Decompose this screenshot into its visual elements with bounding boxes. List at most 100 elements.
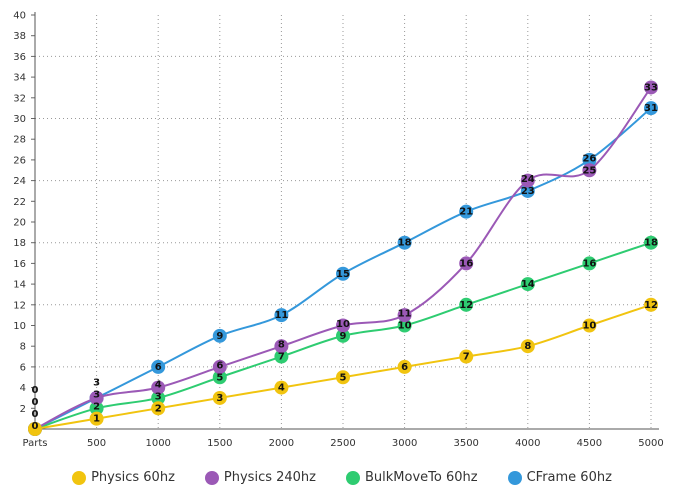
data-point bbox=[89, 401, 104, 416]
data-point bbox=[520, 173, 535, 188]
data-point bbox=[520, 277, 535, 292]
legend-swatch bbox=[507, 470, 522, 485]
series-line-physics-240hz bbox=[34, 86, 652, 430]
legend: Physics 60hz Physics 240hz BulkMoveTo 60… bbox=[0, 470, 684, 485]
line-chart: Parts 500 1000 1500 2000 2500 3000 3500 4000 4500… bbox=[13, 11, 663, 450]
legend-label: BulkMoveTo 60hz bbox=[365, 470, 478, 485]
legend-swatch bbox=[346, 470, 360, 485]
data-point bbox=[397, 318, 412, 333]
data-label: 5 bbox=[340, 372, 347, 383]
data-label: 11 bbox=[398, 309, 412, 320]
y-tick-label: 8 bbox=[20, 342, 26, 353]
y-tick-label: 2 bbox=[20, 404, 26, 415]
y-tick-label: 24 bbox=[13, 176, 26, 187]
data-label: 9 bbox=[216, 331, 223, 342]
data-point bbox=[274, 339, 289, 354]
x-tick-label: 500 bbox=[87, 438, 106, 449]
data-label: 11 bbox=[274, 310, 288, 321]
data-point bbox=[644, 101, 658, 116]
data-point bbox=[582, 163, 597, 178]
data-label: 15 bbox=[336, 269, 350, 280]
data-label: 7 bbox=[278, 352, 285, 363]
data-label: 0 bbox=[32, 409, 39, 420]
data-label: 16 bbox=[459, 258, 473, 269]
data-point bbox=[89, 411, 104, 426]
y-tick-label: 10 bbox=[13, 321, 26, 332]
data-point bbox=[644, 235, 658, 250]
data-point bbox=[89, 390, 104, 405]
data-label: 23 bbox=[521, 186, 535, 197]
data-label: 3 bbox=[155, 391, 162, 402]
data-point bbox=[274, 349, 289, 364]
data-label: 0 bbox=[32, 397, 39, 408]
data-label: 4 bbox=[155, 379, 162, 390]
data-point bbox=[520, 339, 535, 354]
y-tick-label: 34 bbox=[13, 73, 26, 84]
data-point bbox=[212, 328, 227, 343]
x-tick-label: 1000 bbox=[145, 438, 170, 449]
x-tick-label: 4500 bbox=[577, 438, 602, 449]
y-tick-label: 32 bbox=[13, 93, 26, 104]
data-label: 0 bbox=[32, 385, 39, 396]
x-tick-label: 1500 bbox=[207, 438, 232, 449]
data-point bbox=[459, 297, 474, 312]
y-tick-label: 28 bbox=[13, 135, 26, 146]
data-point bbox=[151, 401, 166, 416]
data-label: 7 bbox=[463, 352, 470, 363]
y-tick-label: 12 bbox=[13, 300, 26, 311]
data-label: 10 bbox=[336, 319, 350, 330]
data-point bbox=[644, 80, 658, 95]
data-label: 33 bbox=[644, 82, 658, 93]
legend-item-cframe-60hz[interactable]: CFrame 60hz bbox=[507, 470, 612, 485]
data-label: 8 bbox=[524, 341, 531, 352]
y-tick-label: 38 bbox=[13, 31, 26, 42]
data-label: 3 bbox=[93, 378, 100, 389]
data-label: 10 bbox=[582, 321, 596, 332]
data-label: 1 bbox=[93, 414, 100, 425]
data-label: 8 bbox=[278, 340, 285, 351]
data-point bbox=[336, 328, 350, 343]
x-tick-label: 3000 bbox=[392, 438, 417, 449]
data-point bbox=[151, 359, 166, 374]
data-point bbox=[459, 256, 474, 271]
data-point bbox=[582, 256, 597, 271]
legend-label: Physics 60hz bbox=[91, 470, 175, 485]
y-tick-label: 6 bbox=[20, 362, 26, 373]
y-tick-label: 40 bbox=[13, 11, 26, 22]
data-label: 6 bbox=[216, 360, 223, 371]
legend-item-bulkmoveto-60hz[interactable]: BulkMoveTo 60hz bbox=[346, 470, 478, 485]
data-label: 25 bbox=[582, 165, 596, 176]
data-label: 5 bbox=[216, 372, 223, 383]
data-label: 3 bbox=[93, 390, 100, 401]
data-label: 31 bbox=[644, 103, 658, 114]
legend-label: CFrame 60hz bbox=[526, 470, 612, 485]
data-label: 4 bbox=[278, 383, 285, 394]
x-tick-label: 5000 bbox=[638, 438, 663, 449]
data-label: 12 bbox=[644, 300, 658, 311]
x-tick-label: 3500 bbox=[453, 438, 478, 449]
data-label: 18 bbox=[644, 238, 658, 249]
data-point bbox=[336, 318, 350, 333]
data-label: 6 bbox=[155, 362, 162, 373]
data-label: 21 bbox=[459, 207, 473, 218]
legend-item-physics-60hz[interactable]: Physics 60hz bbox=[72, 470, 175, 485]
legend-swatch bbox=[72, 470, 87, 485]
y-tick-label: 4 bbox=[20, 383, 26, 394]
legend-label: Physics 240hz bbox=[223, 470, 316, 485]
data-label: 12 bbox=[459, 300, 473, 311]
x-tick-label: 2000 bbox=[269, 438, 294, 449]
data-label: 10 bbox=[398, 321, 412, 332]
x-tick-label: 2500 bbox=[330, 438, 355, 449]
data-point bbox=[336, 370, 350, 385]
data-point bbox=[212, 370, 227, 385]
data-label: 18 bbox=[398, 238, 412, 249]
data-point bbox=[582, 318, 597, 333]
data-point bbox=[459, 204, 474, 219]
data-label: 14 bbox=[521, 279, 535, 290]
data-point bbox=[28, 422, 42, 436]
data-point bbox=[274, 380, 289, 395]
data-label: 3 bbox=[216, 393, 223, 404]
data-label: 26 bbox=[582, 153, 596, 164]
y-tick-label: 16 bbox=[13, 259, 26, 270]
legend-item-physics-240hz[interactable]: Physics 240hz bbox=[204, 470, 316, 485]
